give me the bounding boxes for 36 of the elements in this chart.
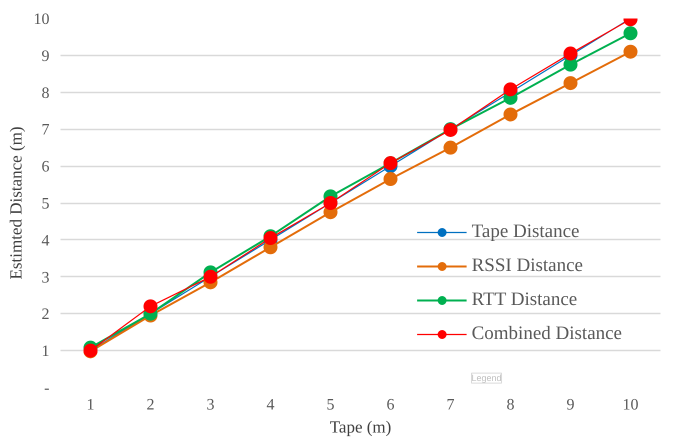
y-tick-label: 4	[42, 232, 50, 250]
point	[384, 172, 398, 186]
x-tick-label: 5	[326, 396, 334, 414]
point	[504, 82, 518, 96]
y-tick-label: 2	[42, 306, 50, 324]
point	[624, 44, 638, 59]
x-tick-label: 7	[446, 396, 454, 414]
point	[564, 76, 578, 90]
point	[504, 107, 518, 122]
x-tick-label: 8	[506, 396, 514, 414]
y-tick-label: 10	[34, 11, 50, 28]
point	[624, 26, 638, 40]
x-tick-label: 10	[622, 396, 638, 414]
point	[444, 140, 458, 155]
y-tick-label: 9	[42, 48, 50, 65]
x-tick-label: 4	[266, 396, 274, 414]
legend-label: Tape Distance	[472, 220, 580, 244]
point	[144, 299, 158, 314]
legend-label: Combined Distance	[472, 322, 622, 346]
x-tick-label: 9	[566, 396, 574, 414]
legend-label: RTT Distance	[472, 288, 578, 312]
x-tick-label: 3	[206, 396, 214, 414]
x-tick-label: 2	[146, 396, 154, 414]
x-tick-label: 6	[386, 396, 394, 414]
y-tick-label: 3	[42, 269, 50, 286]
x-tick-label: 1	[86, 396, 94, 414]
y-tick-label: 6	[42, 158, 50, 176]
y-tick-label: 5	[42, 196, 50, 212]
y-tick-label: 8	[42, 84, 50, 102]
y-tick-label: -	[44, 380, 50, 397]
annotation: Legend	[472, 373, 502, 384]
x-axis-title: Tape (m)	[330, 418, 392, 436]
y-tick-label: 7	[42, 122, 50, 139]
y-axis-title: Estimted Distance (m)	[6, 126, 26, 280]
legend-label: RSSI Distance	[472, 254, 583, 278]
y-tick-label: 1	[42, 343, 50, 360]
